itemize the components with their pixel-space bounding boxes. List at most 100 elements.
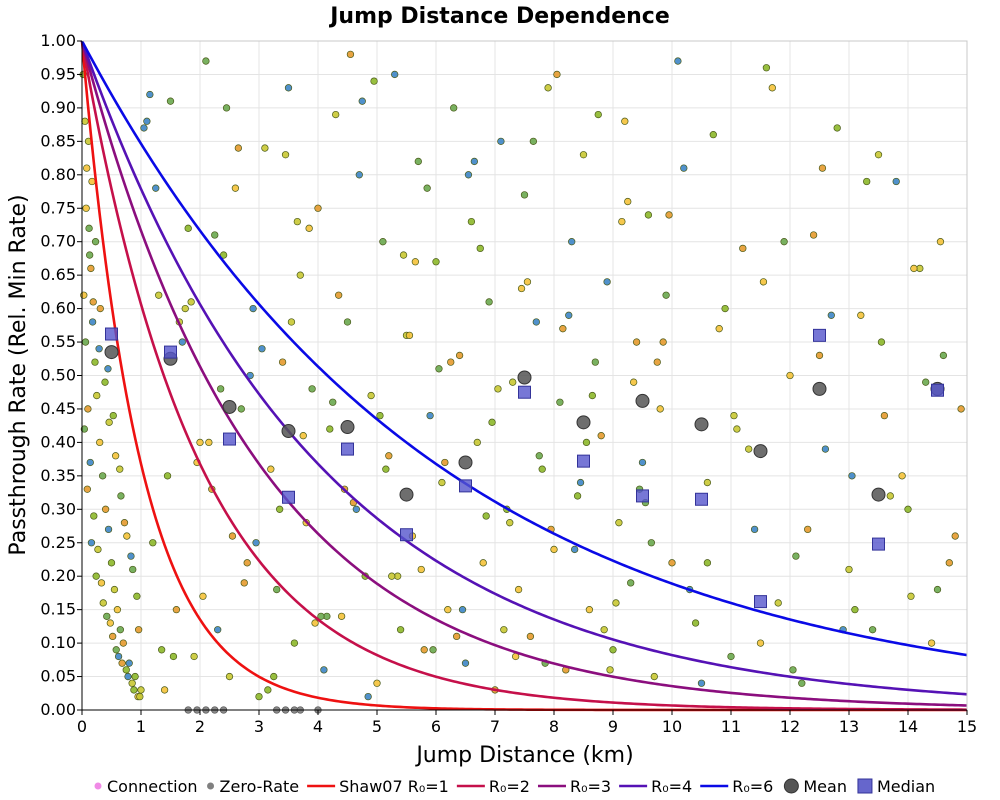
connection-point [87, 539, 96, 547]
connection-point [727, 652, 735, 661]
x-tick-label: 1 [136, 717, 146, 736]
connection-point [733, 425, 741, 433]
x-tick-label: 12 [780, 717, 800, 736]
connection-point [290, 639, 299, 647]
connection-point [624, 197, 632, 206]
connection-point [87, 264, 95, 273]
connection-point [936, 238, 945, 246]
connection-point [181, 304, 189, 313]
y-tick-label: 0.45 [40, 399, 76, 418]
connection-point [134, 626, 143, 634]
connection-point [789, 666, 797, 674]
connection-point [482, 512, 490, 520]
median-marker [813, 328, 826, 342]
connection-point [91, 358, 99, 366]
connection-point [665, 211, 673, 219]
y-tick-label: 0.80 [40, 165, 76, 184]
connection-point [668, 559, 676, 567]
connection-point [907, 592, 915, 600]
median-marker [518, 385, 531, 399]
connection-point [417, 565, 425, 574]
connection-point [939, 351, 948, 360]
y-tick-label: 0.55 [40, 332, 76, 351]
connection-point [80, 425, 89, 433]
y-tick-label: 0.05 [40, 667, 76, 686]
median-marker [105, 327, 118, 341]
connection-point [255, 692, 263, 701]
legend-item: R₀=6 [700, 777, 773, 796]
connection-point [237, 405, 245, 413]
connection-point [128, 679, 136, 687]
connection-point [296, 271, 304, 279]
connection-point [155, 291, 163, 299]
connection-point [432, 258, 440, 266]
connection-points [79, 50, 965, 714]
connection-point [756, 639, 765, 647]
connection-point [951, 532, 959, 540]
connection-point [680, 164, 688, 172]
connection-point [146, 90, 154, 99]
connection-point [632, 338, 641, 346]
connection-point [205, 438, 213, 447]
legend-swatch-square [857, 778, 873, 794]
connection-point [467, 217, 476, 226]
connection-point [615, 519, 623, 527]
connection-point [160, 686, 169, 694]
connection-point [455, 351, 464, 360]
connection-point [833, 124, 841, 132]
connection-point [116, 465, 124, 473]
connection-point [579, 151, 588, 159]
connection-point [627, 579, 635, 587]
connection-point [399, 251, 408, 259]
median-marker [577, 454, 590, 468]
connection-point [576, 478, 585, 487]
connection-point [388, 572, 396, 580]
connection-point [225, 672, 234, 681]
y-tick-label: 0.65 [40, 265, 76, 284]
connection-point [650, 672, 658, 681]
connection-point [116, 626, 124, 634]
connection-point [798, 679, 806, 687]
connection-point [240, 579, 248, 587]
connection-point [187, 298, 195, 306]
median-marker [872, 537, 885, 551]
connection-point [532, 318, 540, 326]
connection-point [131, 672, 139, 681]
connection-point [343, 318, 352, 326]
connection-point [281, 151, 290, 159]
connection-point [774, 599, 782, 607]
mean-marker [222, 399, 237, 414]
connection-point [426, 411, 434, 420]
connection-point [127, 552, 135, 560]
connection-point [130, 686, 138, 694]
connection-point [178, 338, 186, 346]
connection-point [933, 585, 942, 594]
median-marker [754, 595, 767, 609]
connection-point [123, 532, 131, 540]
legend-label: Mean [803, 777, 847, 796]
y-tick-label: 0.20 [40, 566, 76, 585]
connection-point [81, 338, 90, 346]
mean-marker [458, 455, 473, 470]
connection-point [202, 57, 210, 65]
connection-point [509, 378, 517, 386]
y-tick-label: 0.85 [40, 131, 76, 150]
connection-point [582, 438, 591, 447]
connection-point [697, 679, 706, 687]
x-tick-label: 11 [721, 717, 741, 736]
connection-point [143, 117, 151, 125]
x-tick-label: 6 [431, 717, 441, 736]
connection-point [420, 646, 428, 654]
connection-point [105, 418, 113, 426]
connection-point [305, 224, 313, 232]
y-tick-label: 0.30 [40, 499, 76, 518]
connection-point [90, 512, 98, 520]
connection-point [117, 492, 125, 500]
connection-point [163, 472, 172, 480]
connection-point [83, 485, 91, 493]
connection-point [559, 325, 567, 333]
connection-point [113, 606, 122, 614]
connection-point [910, 264, 918, 273]
connection-point [553, 70, 561, 79]
y-tick-label: 0.15 [40, 600, 76, 619]
